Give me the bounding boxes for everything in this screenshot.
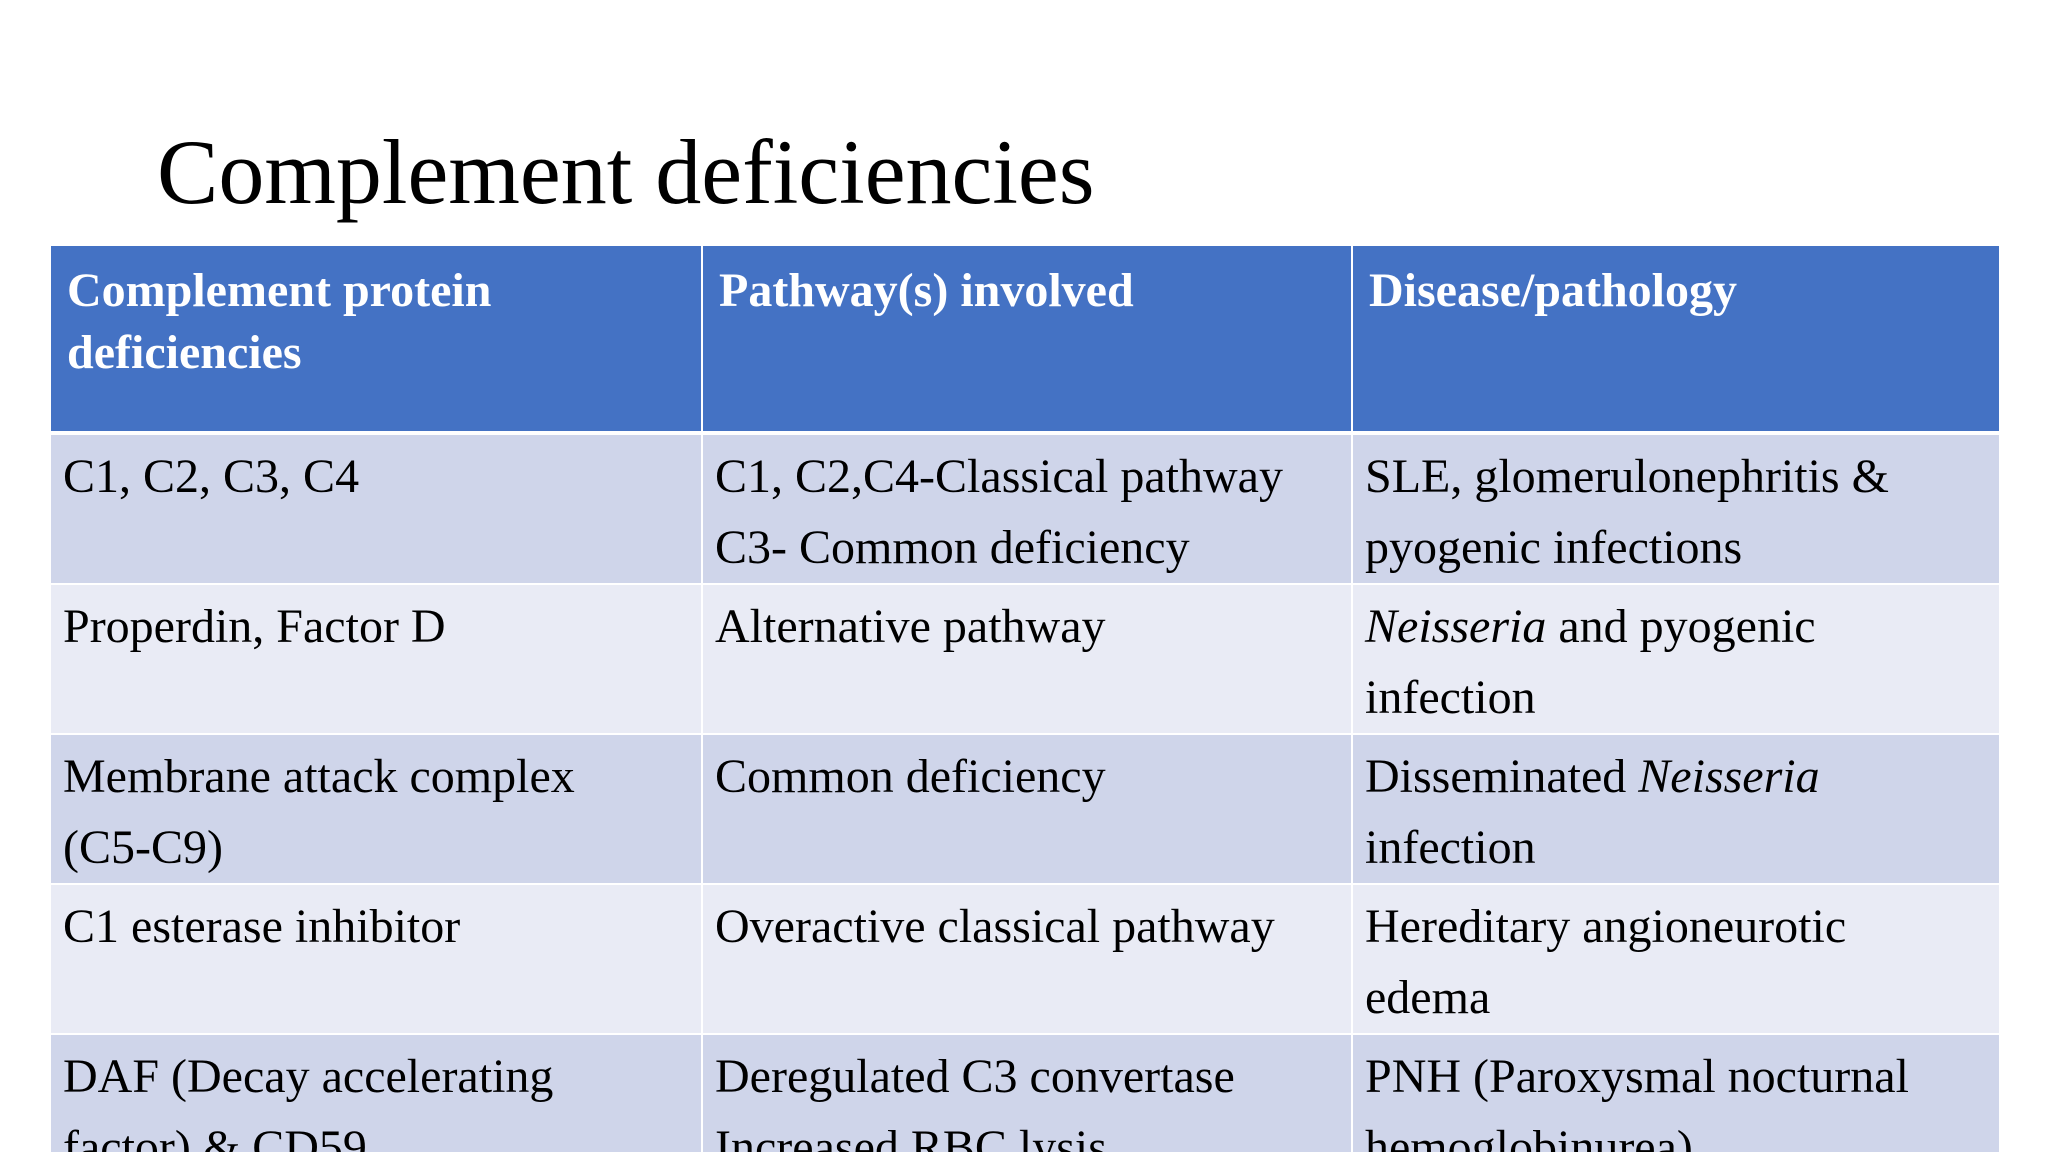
table-row: Properdin, Factor D Alternative pathway … (51, 584, 1999, 735)
cell-text-line: infection (1365, 812, 1989, 882)
header-pathway: Pathway(s) involved (702, 246, 1353, 435)
cell-disease: Disseminated Neisseria infection (1352, 734, 1999, 885)
cell-text-line: Overactive classical pathway (715, 900, 1275, 953)
cell-text-line: Properdin, Factor D (63, 600, 446, 653)
cell-text-line: PNH (Paroxysmal nocturnal (1365, 1041, 1989, 1112)
cell-text-line: SLE, glomerulonephritis & (1365, 441, 1989, 512)
table-row: C1, C2, C3, C4 C1, C2,C4-Classical pathw… (51, 433, 1999, 585)
cell-protein: Membrane attack complex (C5-C9) (51, 734, 703, 885)
slide-title: Complement deficiencies (157, 121, 1095, 223)
cell-text-line: C1 esterase inhibitor (63, 900, 461, 953)
cell-disease: SLE, glomerulonephritis & pyogenic infec… (1352, 433, 1999, 585)
cell-text-italic: Neisseria (1638, 750, 1820, 803)
cell-text-line: Alternative pathway (715, 600, 1106, 653)
table-row: DAF (Decay accelerating factor) & CD59 D… (51, 1034, 1999, 1152)
cell-pathway: Common deficiency (702, 734, 1353, 885)
cell-text-line: C1, C2,C4-Classical pathway (715, 450, 1283, 503)
cell-text-line: Neisseria and pyogenic (1365, 591, 1989, 662)
cell-text-line: Deregulated C3 convertase (715, 1050, 1235, 1103)
cell-text: SLE, glomerulonephritis & (1365, 450, 1889, 503)
cell-protein: C1, C2, C3, C4 (51, 433, 703, 585)
header-text-line: deficiencies (67, 326, 302, 379)
cell-text: edema (1365, 971, 1491, 1024)
cell-text-line: Increased RBC lysis (715, 1121, 1107, 1152)
cell-text-line: edema (1365, 962, 1989, 1032)
table-header-row: Complement protein deficiencies Pathway(… (51, 246, 1999, 435)
cell-pathway: Alternative pathway (702, 584, 1353, 735)
cell-text-line: hemoglobinurea) (1365, 1112, 1989, 1152)
cell-protein: Properdin, Factor D (51, 584, 703, 735)
cell-text-line: Hereditary angioneurotic (1365, 891, 1989, 962)
cell-text-line: infection (1365, 662, 1989, 732)
cell-text-line: Disseminated Neisseria (1365, 741, 1989, 812)
header-text-line: Complement protein (67, 264, 492, 317)
header-text-line: Disease/pathology (1369, 264, 1738, 317)
cell-text-line: factor) & CD59 (63, 1121, 367, 1152)
header-complement-protein: Complement protein deficiencies (51, 246, 703, 435)
cell-disease: Neisseria and pyogenic infection (1352, 584, 1999, 735)
cell-text: infection (1365, 671, 1536, 724)
cell-text: Disseminated (1365, 750, 1639, 803)
cell-text-italic: Neisseria (1365, 600, 1547, 653)
cell-text-line: Membrane attack complex (63, 750, 575, 803)
cell-text-line: C3- Common deficiency (715, 521, 1190, 574)
cell-text: pyogenic infections (1365, 521, 1743, 574)
cell-pathway: Deregulated C3 convertase Increased RBC … (702, 1034, 1353, 1152)
cell-text-line: Common deficiency (715, 750, 1106, 803)
cell-disease: PNH (Paroxysmal nocturnal hemoglobinurea… (1352, 1034, 1999, 1152)
header-disease: Disease/pathology (1352, 246, 1999, 435)
cell-text: Hereditary angioneurotic (1365, 900, 1847, 953)
cell-disease: Hereditary angioneurotic edema (1352, 884, 1999, 1035)
header-text-line: Pathway(s) involved (719, 264, 1134, 317)
complement-deficiencies-table: Complement protein deficiencies Pathway(… (51, 246, 1999, 1152)
cell-text: infection (1365, 821, 1536, 874)
cell-protein: DAF (Decay accelerating factor) & CD59 (51, 1034, 703, 1152)
cell-protein: C1 esterase inhibitor (51, 884, 703, 1035)
table-row: C1 esterase inhibitor Overactive classic… (51, 884, 1999, 1035)
cell-text: PNH (Paroxysmal nocturnal (1365, 1050, 1909, 1103)
cell-text: hemoglobinurea) (1365, 1121, 1693, 1152)
cell-pathway: Overactive classical pathway (702, 884, 1353, 1035)
table-row: Membrane attack complex (C5-C9) Common d… (51, 734, 1999, 885)
cell-text-line: DAF (Decay accelerating (63, 1050, 554, 1103)
cell-text: and pyogenic (1546, 600, 1816, 653)
cell-pathway: C1, C2,C4-Classical pathway C3- Common d… (702, 433, 1353, 585)
cell-text-line: (C5-C9) (63, 821, 223, 874)
cell-text-line: C1, C2, C3, C4 (63, 450, 360, 503)
cell-text-line: pyogenic infections (1365, 512, 1989, 582)
